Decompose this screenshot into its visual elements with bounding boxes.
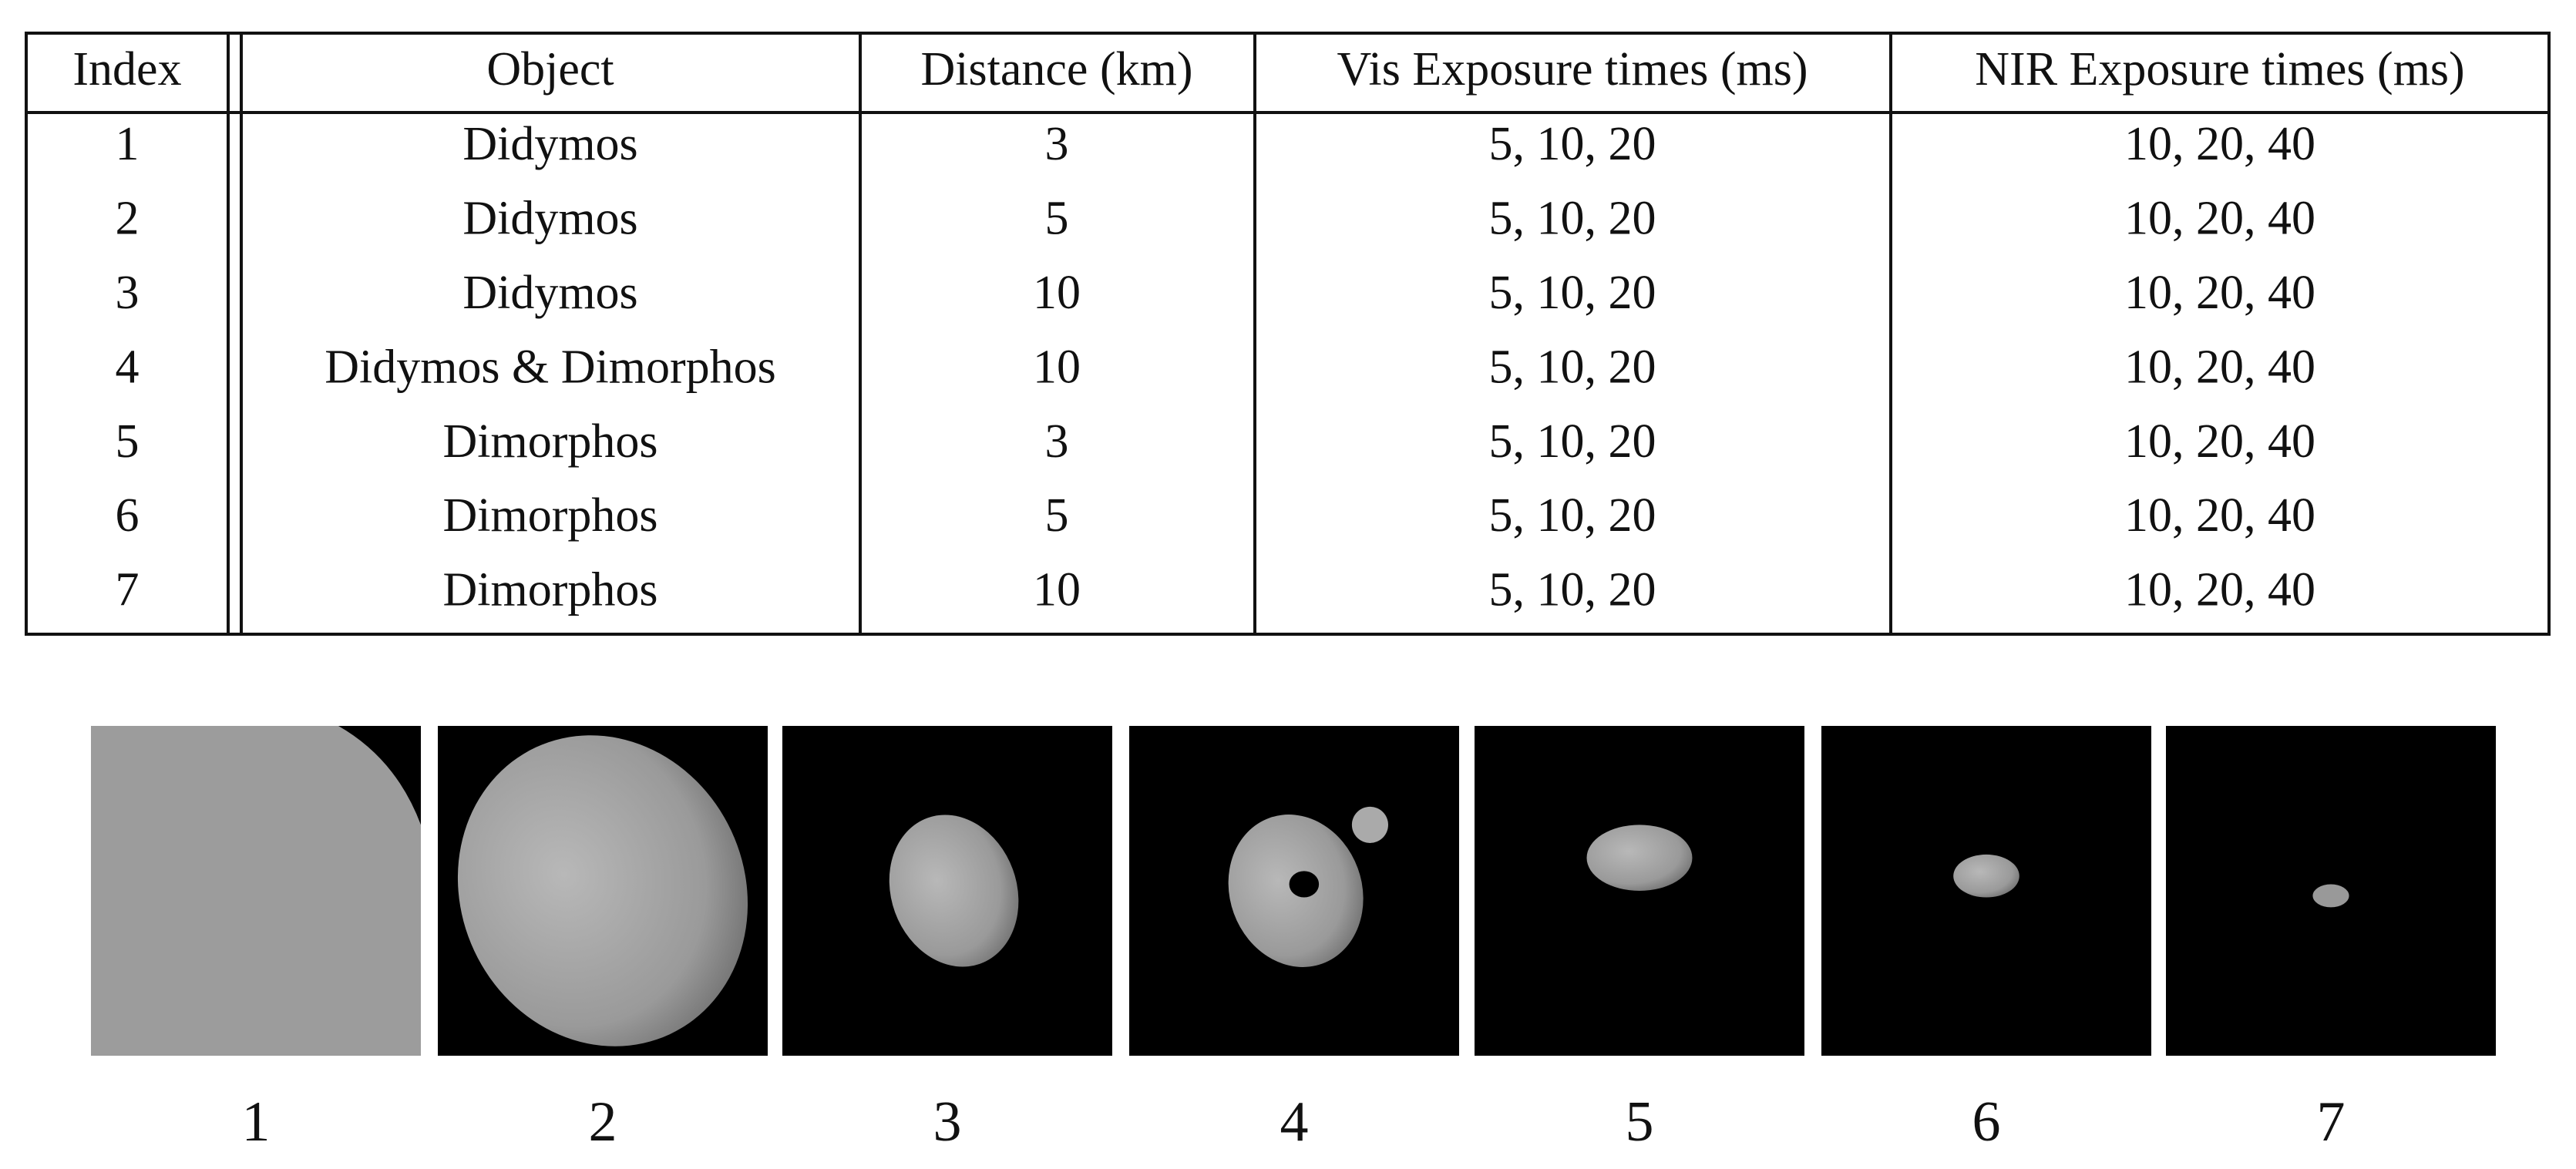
table-cell: 5 xyxy=(116,415,140,468)
image-panel xyxy=(2166,726,2496,1056)
image-panel xyxy=(91,726,421,1056)
table-cell: 5, 10, 20 xyxy=(1489,193,1656,245)
column-header: Distance (km) xyxy=(921,43,1193,96)
table-cell: 5, 10, 20 xyxy=(1489,267,1656,319)
image-panel xyxy=(1475,726,1804,1056)
asteroid xyxy=(1289,871,1320,898)
table-cell: Dimorphos xyxy=(443,489,658,542)
table-cell: 2 xyxy=(116,193,140,245)
asteroid xyxy=(91,726,421,1056)
panel-caption: 1 xyxy=(242,1090,271,1154)
table-border xyxy=(25,32,2551,636)
table-cell: Dimorphos xyxy=(443,564,658,616)
table-cell: 10, 20, 40 xyxy=(2124,341,2315,393)
asteroid xyxy=(1953,854,2019,898)
panel-caption: 5 xyxy=(1626,1090,1654,1154)
table-cell: 5, 10, 20 xyxy=(1489,118,1656,170)
image-panel xyxy=(438,726,768,1056)
table-cell: Didymos xyxy=(462,267,637,319)
table-cell: 3 xyxy=(1045,415,1069,468)
asteroid xyxy=(1586,825,1693,891)
table-cell: 1 xyxy=(116,118,140,170)
asteroid xyxy=(338,726,421,825)
column-header: Object xyxy=(486,43,614,96)
table-cell: 10, 20, 40 xyxy=(2124,489,2315,542)
table-cell: 6 xyxy=(116,489,140,542)
table-cell: Dimorphos xyxy=(443,415,658,468)
image-panel xyxy=(1129,726,1459,1056)
table-cell: 5, 10, 20 xyxy=(1489,489,1656,542)
table-cell: 5, 10, 20 xyxy=(1489,415,1656,468)
panel-caption: 4 xyxy=(1280,1090,1309,1154)
panel-caption: 6 xyxy=(1972,1090,2001,1154)
table-cell: 10, 20, 40 xyxy=(2124,415,2315,468)
table-cell: 3 xyxy=(116,267,140,319)
table-cell: 10, 20, 40 xyxy=(2124,267,2315,319)
panel-caption: 2 xyxy=(589,1090,617,1154)
table-cell: 10, 20, 40 xyxy=(2124,564,2315,616)
asteroid xyxy=(457,735,748,1046)
column-header: Index xyxy=(72,43,181,96)
table-cell: 10 xyxy=(1033,267,1081,319)
table-cell: 5, 10, 20 xyxy=(1489,341,1656,393)
panel-caption: 7 xyxy=(2317,1090,2346,1154)
table-cell: 4 xyxy=(116,341,140,393)
column-header: NIR Exposure times (ms) xyxy=(1975,43,2464,96)
asteroid xyxy=(2312,884,2349,908)
table-cell: Didymos xyxy=(462,118,637,170)
table-cell: 3 xyxy=(1045,118,1069,170)
column-header: Vis Exposure times (ms) xyxy=(1337,43,1808,96)
table-cell: Didymos & Dimorphos xyxy=(325,341,776,393)
table-cell: 10, 20, 40 xyxy=(2124,118,2315,170)
image-panel xyxy=(782,726,1112,1056)
table-cell: 10 xyxy=(1033,341,1081,393)
table-cell: Didymos xyxy=(462,193,637,245)
table-cell: 10 xyxy=(1033,564,1081,616)
asteroid xyxy=(889,815,1019,967)
panel-caption: 3 xyxy=(933,1090,962,1154)
image-panel xyxy=(1821,726,2151,1056)
table-cell: 5, 10, 20 xyxy=(1489,564,1656,616)
table-cell: 10, 20, 40 xyxy=(2124,193,2315,245)
table-cell: 7 xyxy=(116,564,140,616)
asteroid xyxy=(1351,806,1388,843)
table-cell: 5 xyxy=(1045,193,1069,245)
table-cell: 5 xyxy=(1045,489,1069,542)
